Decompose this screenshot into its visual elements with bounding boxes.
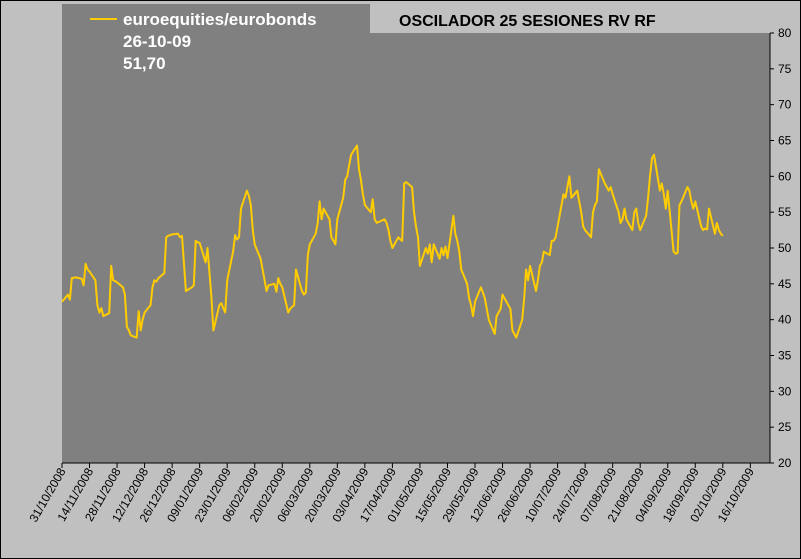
legend-date-label: 26-10-09: [123, 32, 191, 51]
y-tick-label: 80: [778, 26, 792, 40]
series-group: [61, 144, 724, 339]
y-tick-label: 55: [778, 205, 792, 219]
plot-area: [62, 33, 770, 463]
y-axis: 20 25 30 35 40 45 50 55 60 65 70 75 80: [769, 26, 792, 470]
legend: euroequities/eurobonds 26-10-09 51,70: [62, 4, 370, 73]
y-tick-label: 60: [778, 169, 792, 183]
legend-value-label: 51,70: [123, 54, 166, 73]
y-tick-label: 75: [778, 62, 792, 76]
y-tick-label: 30: [778, 384, 792, 398]
y-tick-label: 40: [778, 313, 792, 327]
y-tick-label: 35: [778, 349, 792, 363]
y-tick-label: 50: [778, 241, 792, 255]
x-axis: 31/10/200814/11/200828/11/200812/12/2008…: [26, 462, 770, 525]
y-tick-label: 70: [778, 98, 792, 112]
y-tick-label: 45: [778, 277, 792, 291]
y-tick-label: 65: [778, 134, 792, 148]
legend-series-name: euroequities/eurobonds: [123, 10, 317, 29]
series-line: [61, 144, 724, 339]
y-tick-label: 20: [778, 456, 792, 470]
y-tick-label: 25: [778, 420, 792, 434]
chart-title: OSCILADOR 25 SESIONES RV RF: [399, 13, 656, 30]
